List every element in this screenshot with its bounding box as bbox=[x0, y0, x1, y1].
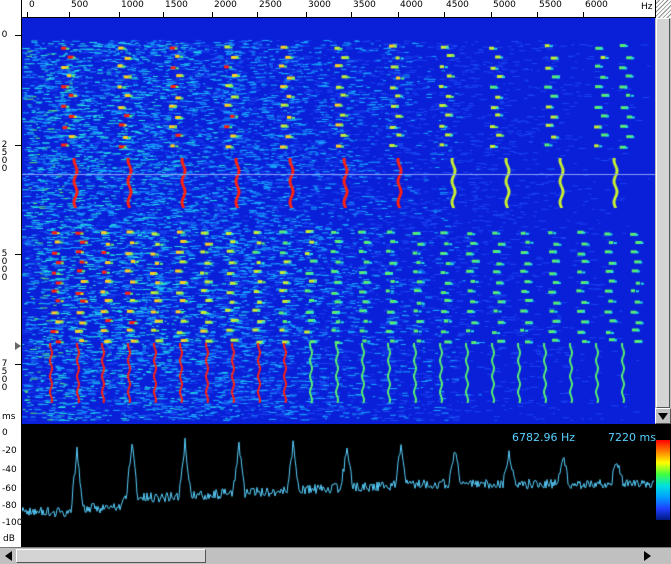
time-unit-label: ms bbox=[2, 412, 16, 422]
time-tick-mark bbox=[15, 145, 21, 146]
time-tick-mark bbox=[15, 364, 21, 365]
arrow-left-icon[interactable] bbox=[0, 548, 16, 564]
frequency-readout: 6782.96 Hz bbox=[512, 431, 576, 444]
time-ruler: 0 2500 5000 7500 bbox=[0, 18, 22, 424]
frequency-tick-label: 500 bbox=[71, 0, 89, 10]
frequency-tick-mark bbox=[583, 12, 584, 17]
frequency-tick-label: 6000 bbox=[585, 0, 608, 10]
frequency-tick-label: 3000 bbox=[308, 0, 331, 10]
frequency-tick-label: 5000 bbox=[493, 0, 516, 10]
frequency-tick-label: 1500 bbox=[165, 0, 188, 10]
frequency-tick-mark bbox=[351, 12, 352, 17]
ruler-corner-hatch bbox=[655, 0, 671, 18]
time-readout: 7220 ms bbox=[608, 431, 656, 444]
frequency-tick-mark bbox=[27, 12, 28, 17]
db-tick-label: -60 bbox=[2, 484, 17, 494]
db-ruler: 0 -20 -40 -60 -80 -100 bbox=[0, 424, 22, 547]
vertical-scrollbar-thumb[interactable] bbox=[656, 18, 670, 408]
frequency-tick-label: 4500 bbox=[446, 0, 469, 10]
db-tick-label: -100 bbox=[2, 518, 23, 528]
frequency-tick-mark bbox=[491, 12, 492, 17]
position-marker-icon[interactable] bbox=[15, 342, 21, 350]
horizontal-scrollbar-thumb[interactable] bbox=[16, 549, 206, 563]
frequency-tick-mark bbox=[163, 12, 164, 17]
frequency-tick-mark bbox=[444, 12, 445, 17]
frequency-tick-mark bbox=[537, 12, 538, 17]
db-tick-label: -20 bbox=[2, 446, 17, 456]
db-tick-label: 0 bbox=[2, 428, 8, 438]
frequency-tick-label: 3500 bbox=[353, 0, 376, 10]
time-tick-label: 0 bbox=[1, 30, 8, 40]
spectrogram-view[interactable] bbox=[22, 18, 655, 424]
frequency-tick-label: 0 bbox=[29, 0, 35, 10]
frequency-tick-mark bbox=[212, 12, 213, 17]
frequency-tick-mark bbox=[398, 12, 399, 17]
frequency-ruler: 0 500 1000 1500 2000 2500 3000 3500 4000 4500 5000… bbox=[0, 0, 671, 18]
db-tick-label: -80 bbox=[2, 501, 17, 511]
frequency-tick-mark bbox=[306, 12, 307, 17]
time-tick-label: 2500 bbox=[1, 140, 8, 174]
frequency-tick-label: 4000 bbox=[400, 0, 423, 10]
time-tick-mark bbox=[15, 254, 21, 255]
frequency-tick-mark bbox=[119, 12, 120, 17]
arrow-down-icon[interactable] bbox=[655, 408, 671, 424]
arrow-right-icon[interactable] bbox=[639, 548, 655, 564]
time-tick-mark bbox=[15, 35, 21, 36]
frequency-unit-label: Hz bbox=[641, 2, 653, 12]
frequency-tick-label: 2000 bbox=[214, 0, 237, 10]
db-tick-label: -40 bbox=[2, 465, 17, 475]
spectrum-profile-plot[interactable] bbox=[22, 424, 655, 547]
time-tick-label: 5000 bbox=[1, 249, 8, 283]
color-scale-bar bbox=[656, 440, 670, 520]
frequency-tick-mark bbox=[69, 12, 70, 17]
ruler-corner bbox=[0, 0, 22, 18]
frequency-tick-label: 1000 bbox=[121, 0, 144, 10]
time-tick-label: 7500 bbox=[1, 359, 8, 393]
frequency-tick-label: 2500 bbox=[259, 0, 282, 10]
db-unit-label: dB bbox=[3, 534, 15, 544]
frequency-tick-mark bbox=[257, 12, 258, 17]
frequency-tick-label: 5500 bbox=[539, 0, 562, 10]
